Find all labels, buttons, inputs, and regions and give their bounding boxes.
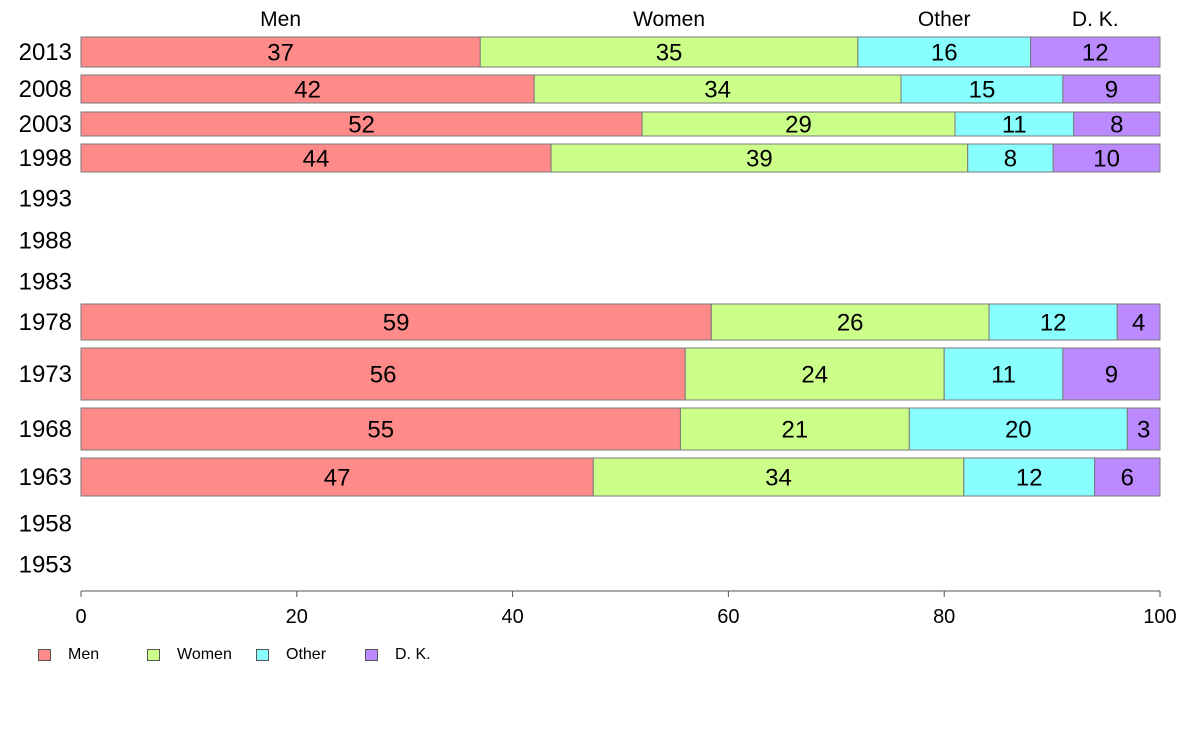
y-tick-label-1978: 1978 — [19, 309, 72, 336]
data-label-women-1998: 39 — [746, 146, 773, 173]
bar-segment-women-1978 — [710, 303, 990, 341]
data-label-dk-1978: 4 — [1132, 310, 1145, 337]
bar-segment-other-1973 — [943, 347, 1064, 401]
bar-segment-men-1968 — [80, 407, 681, 451]
y-tick-label-2013: 2013 — [19, 39, 72, 66]
bar-segment-dk-2008 — [1062, 74, 1161, 104]
data-label-women-1968: 21 — [782, 417, 809, 444]
y-tick-label-1968: 1968 — [19, 416, 72, 443]
x-tick-label-40: 40 — [501, 606, 523, 628]
top-series-label-women: Women — [633, 8, 705, 31]
data-label-women-2003: 29 — [785, 112, 812, 139]
y-tick-label-1993: 1993 — [19, 186, 72, 213]
data-label-other-1978: 12 — [1040, 310, 1067, 337]
bar-segment-dk-2003 — [1073, 111, 1161, 137]
data-label-other-1968: 20 — [1005, 417, 1032, 444]
y-tick-label-1973: 1973 — [19, 361, 72, 388]
data-label-dk-2003: 8 — [1110, 112, 1123, 139]
data-label-women-1973: 24 — [801, 362, 828, 389]
bar-segment-dk-1963 — [1094, 457, 1161, 497]
legend-item-other: Other — [256, 645, 326, 665]
bar-segment-dk-1973 — [1062, 347, 1161, 401]
data-label-other-2003: 11 — [1002, 112, 1027, 139]
bar-segment-men-1973 — [80, 347, 686, 401]
data-label-men-2013: 37 — [267, 40, 294, 67]
data-label-men-1998: 44 — [303, 146, 330, 173]
legend-swatch-men — [38, 649, 51, 661]
data-label-other-1963: 12 — [1016, 465, 1043, 492]
legend-label-women: Women — [177, 646, 232, 663]
y-tick-label-2003: 2003 — [19, 111, 72, 138]
bar-segment-men-2013 — [80, 36, 481, 68]
data-label-men-2008: 42 — [294, 77, 321, 104]
x-tick-label-80: 80 — [933, 606, 955, 628]
bar-segment-women-2008 — [533, 74, 902, 104]
bar-segment-women-2013 — [479, 36, 859, 68]
data-label-other-2008: 15 — [969, 77, 996, 104]
data-label-other-1998: 8 — [1004, 146, 1017, 173]
x-tick-label-0: 0 — [75, 606, 86, 628]
x-tick-label-60: 60 — [717, 606, 739, 628]
legend-label-men: Men — [68, 646, 100, 663]
data-label-women-1978: 26 — [837, 310, 864, 337]
top-series-label-other: Other — [918, 8, 971, 31]
legend-swatch-women — [147, 649, 160, 661]
bar-segment-other-2013 — [857, 36, 1032, 68]
data-label-men-1968: 55 — [367, 417, 394, 444]
y-tick-label-1963: 1963 — [19, 464, 72, 491]
data-label-other-2013: 16 — [931, 40, 958, 67]
bar-segment-men-1978 — [80, 303, 712, 341]
bar-segment-dk-2013 — [1030, 36, 1161, 68]
bar-segment-other-1978 — [988, 303, 1118, 341]
legend-label-dk: D. K. — [395, 646, 431, 663]
y-tick-label-1958: 1958 — [19, 511, 72, 538]
legend-swatch-other — [256, 649, 269, 661]
legend-item-dk: D. K. — [365, 645, 431, 665]
bar-segment-dk-1998 — [1052, 143, 1161, 173]
legend-swatch-dk — [365, 649, 378, 661]
bar-segment-men-1998 — [80, 143, 552, 173]
y-tick-label-1988: 1988 — [19, 228, 72, 255]
y-tick-label-1983: 1983 — [19, 269, 72, 296]
x-tick-label-100: 100 — [1143, 606, 1176, 628]
bar-segment-women-1998 — [550, 143, 969, 173]
bar-segment-other-1968 — [908, 407, 1128, 451]
legend-item-men: Men — [38, 645, 99, 665]
bar-segment-other-1963 — [963, 457, 1096, 497]
data-label-dk-1973: 9 — [1105, 362, 1118, 389]
data-label-dk-1968: 3 — [1137, 417, 1150, 444]
data-label-men-1963: 47 — [324, 465, 351, 492]
data-label-men-1973: 56 — [370, 362, 397, 389]
bar-segment-men-2003 — [80, 111, 643, 137]
bar-segment-men-1963 — [80, 457, 594, 497]
bar-segment-men-2008 — [80, 74, 535, 104]
top-series-label-dk: D. K. — [1072, 8, 1119, 31]
bar-segment-dk-1968 — [1126, 407, 1161, 451]
data-label-women-2008: 34 — [704, 77, 731, 104]
data-label-dk-2013: 12 — [1082, 40, 1109, 67]
bar-segment-dk-1978 — [1116, 303, 1161, 341]
bar-segment-women-2003 — [641, 111, 956, 137]
bar-segment-other-2008 — [900, 74, 1064, 104]
bar-segment-women-1973 — [684, 347, 945, 401]
y-tick-label-1998: 1998 — [19, 145, 72, 172]
data-label-other-1973: 11 — [991, 362, 1016, 389]
legend-item-women: Women — [147, 645, 232, 665]
top-series-label-men: Men — [260, 8, 301, 31]
data-label-men-2003: 52 — [348, 112, 375, 139]
y-tick-label-1953: 1953 — [19, 552, 72, 579]
data-label-dk-1998: 10 — [1093, 146, 1120, 173]
x-tick-label-20: 20 — [286, 606, 308, 628]
legend-label-other: Other — [286, 646, 327, 663]
y-tick-label-2008: 2008 — [19, 76, 72, 103]
data-label-men-1978: 59 — [383, 310, 410, 337]
data-label-dk-1963: 6 — [1121, 465, 1134, 492]
data-label-dk-2008: 9 — [1105, 77, 1118, 104]
data-label-women-1963: 34 — [765, 465, 792, 492]
data-label-women-2013: 35 — [656, 40, 683, 67]
